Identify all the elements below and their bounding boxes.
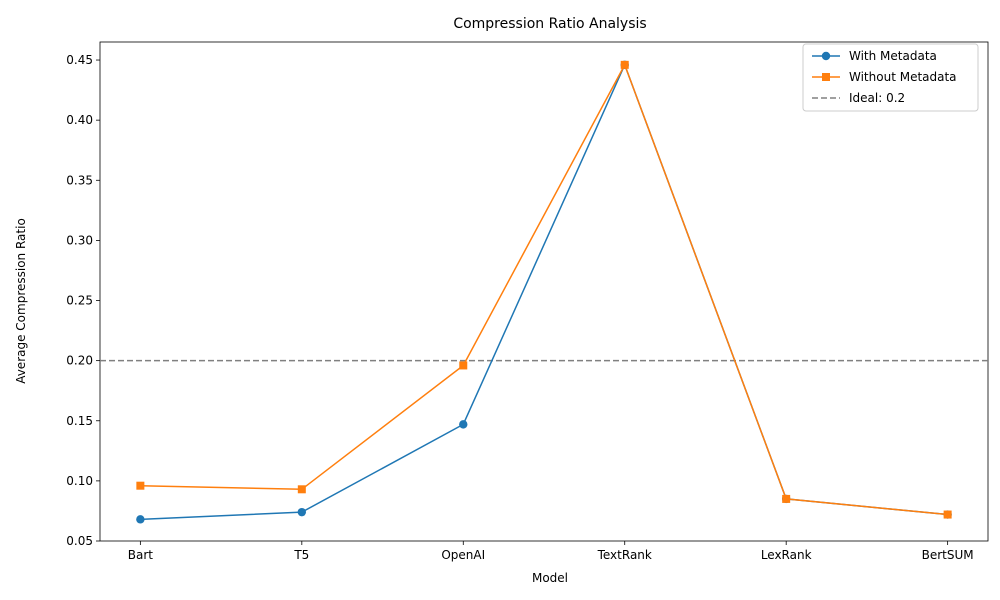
y-tick-label: 0.05 [66,534,93,548]
chart-title: Compression Ratio Analysis [453,16,646,32]
data-point [620,60,629,69]
data-point [459,420,468,429]
y-tick-label: 0.45 [66,53,93,67]
x-tick-label: TextRank [597,548,652,562]
legend-swatch-marker [822,73,830,81]
legend-label: Without Metadata [849,70,957,84]
legend-label: With Metadata [849,49,937,63]
legend: With Metadata Without Metadata Ideal: 0.2 [802,43,979,112]
y-tick-label: 0.10 [66,474,93,488]
x-tick-label: Bart [128,548,154,562]
legend-label: Ideal: 0.2 [849,91,905,105]
axes-frame [99,41,989,542]
x-axis-label: Model [532,571,568,585]
data-point [136,515,145,524]
x-tick-label: OpenAI [441,548,485,562]
data-point [459,361,468,370]
legend-swatch-marker [821,51,831,61]
legend-box [802,43,979,112]
x-tick-label: BertSUM [922,548,974,562]
data-point [943,510,952,519]
y-tick-label: 0.25 [66,294,93,308]
data-point [136,481,145,490]
data-point [297,485,306,494]
plot-area: 0.05 0.10 0.15 0.20 0.25 0.30 0.35 0.40 0.45 Bart… [66,41,989,562]
x-tick-label: T5 [293,548,309,562]
data-point [782,494,791,503]
y-tick-label: 0.20 [66,354,93,368]
y-tick-label: 0.15 [66,414,93,428]
series-line [140,62,948,521]
y-tick-label: 0.35 [66,173,93,187]
series-line [140,63,948,516]
y-tick-label: 0.40 [66,113,93,127]
x-tick-label: LexRank [761,548,812,562]
y-axis-label: Average Compression Ratio [14,218,28,384]
y-tick-label: 0.30 [66,233,93,247]
data-point [297,507,307,517]
